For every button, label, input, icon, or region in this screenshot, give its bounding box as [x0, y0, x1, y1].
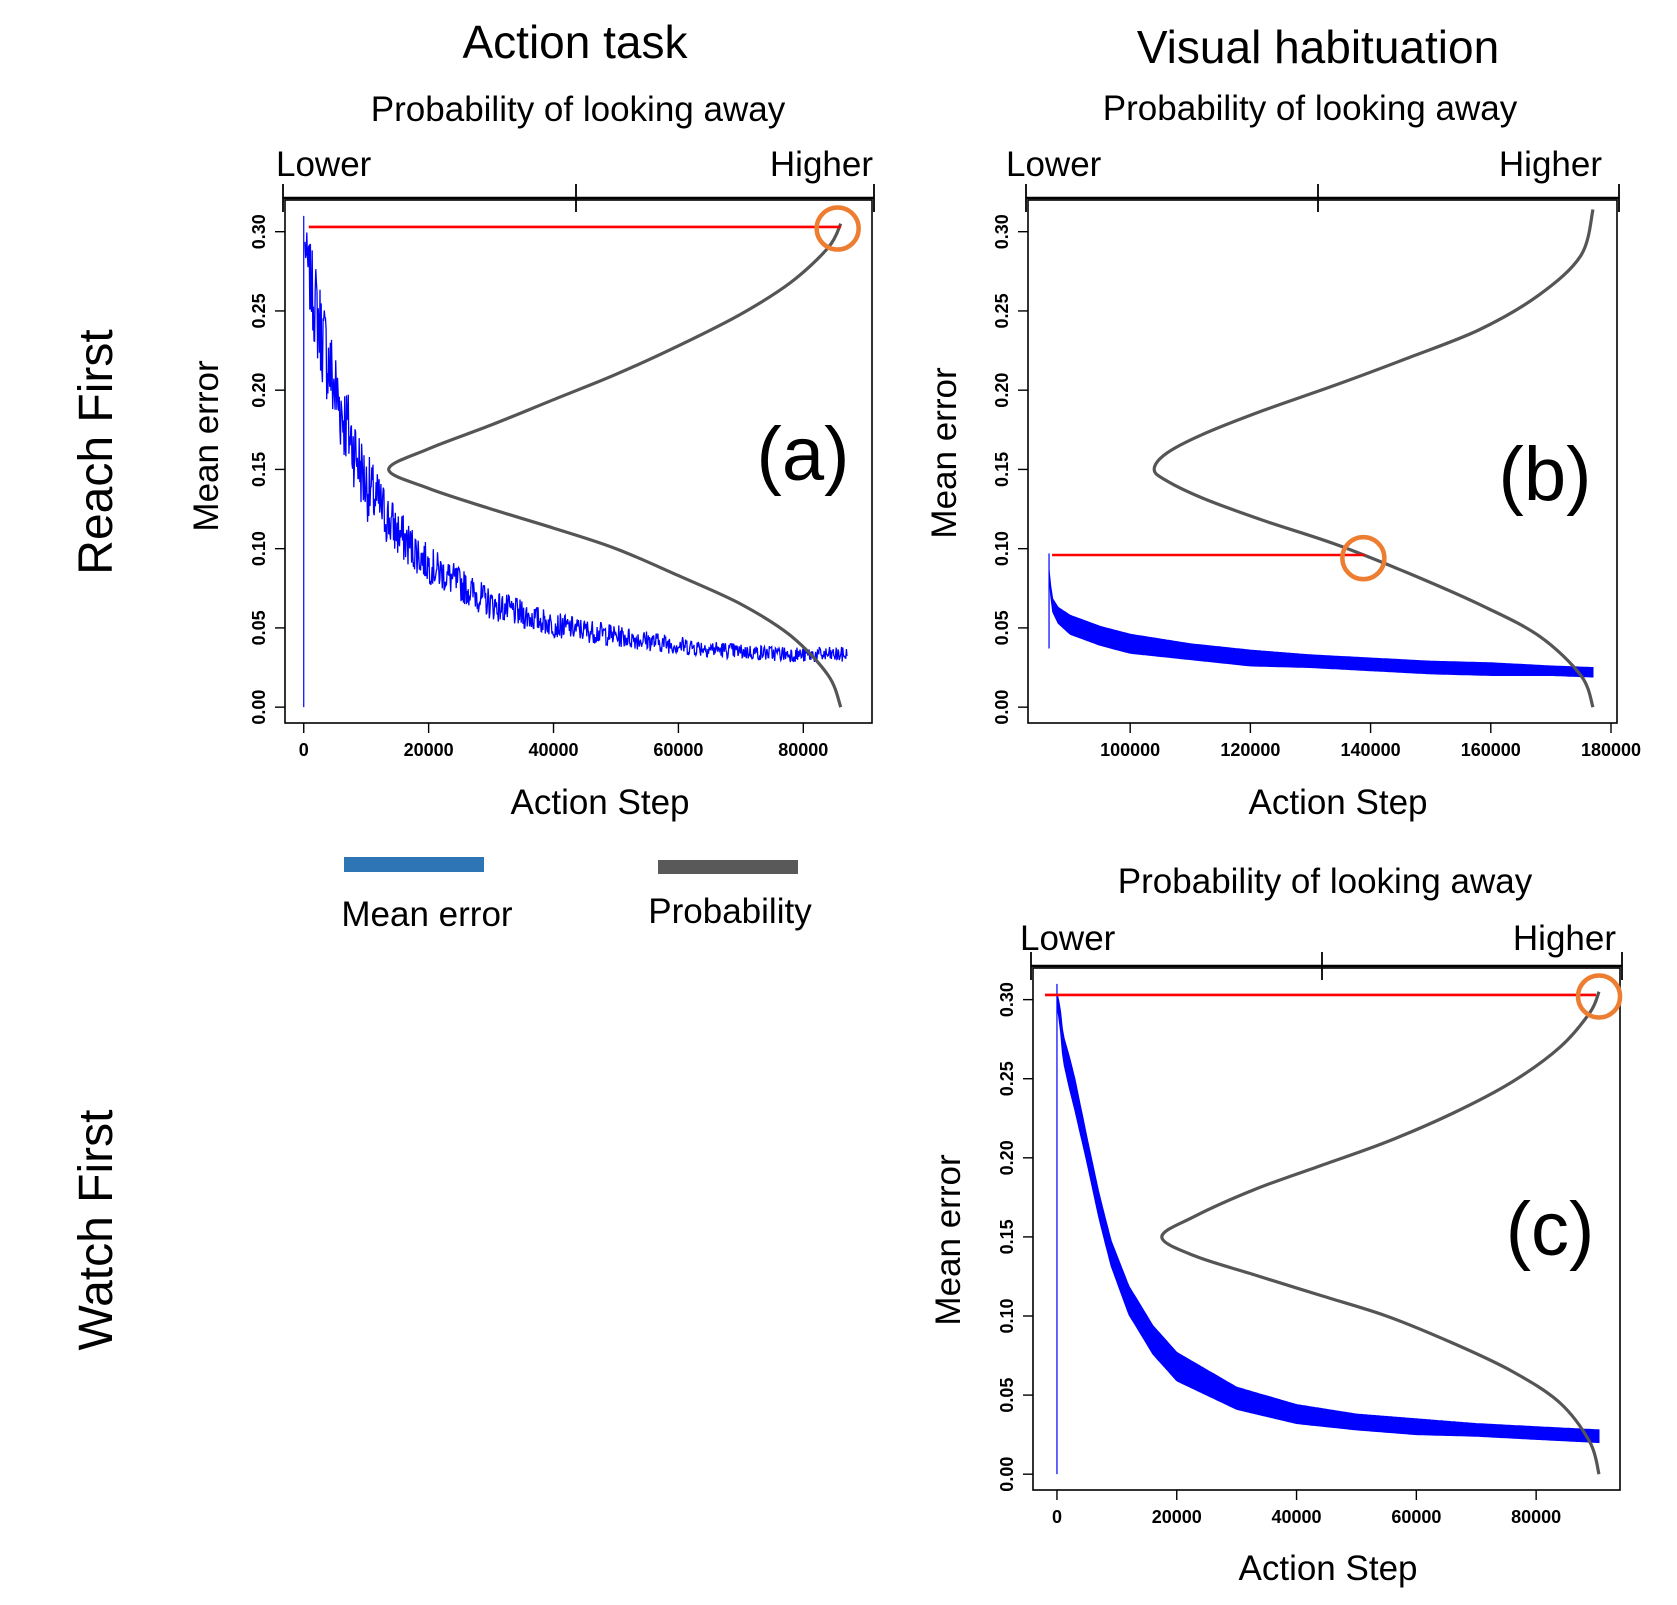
- y-tick-label: 0.15: [249, 452, 269, 487]
- probability-curve: [1160, 991, 1601, 1475]
- x-tick-label: 0: [299, 740, 309, 760]
- legend-label-mean-error: Mean error: [341, 895, 513, 934]
- column-title-visual-habituation: Visual habituation: [1137, 21, 1499, 73]
- x-tick-label: 0: [1052, 1507, 1062, 1527]
- chart-panel-c: Probability of looking away Lower Higher…: [929, 862, 1623, 1588]
- x-tick-label: 40000: [1272, 1507, 1322, 1527]
- prob-axis-higher-label: Higher: [1513, 919, 1616, 958]
- y-tick-label: 0.15: [997, 1219, 1017, 1254]
- y-tick-label: 0.00: [249, 690, 269, 725]
- y-tick-label: 0.15: [992, 452, 1012, 487]
- probability-curve: [387, 223, 843, 708]
- y-tick-label: 0.05: [249, 610, 269, 645]
- y-tick-label: 0.20: [992, 373, 1012, 408]
- x-tick-label: 40000: [528, 740, 578, 760]
- prob-axis-lower-label: Lower: [276, 145, 372, 184]
- legend-swatch-probability: [658, 860, 798, 874]
- y-axis-label: Mean error: [925, 367, 964, 539]
- column-title-action-task: Action task: [463, 16, 689, 68]
- panel-label: (c): [1506, 1187, 1595, 1272]
- x-tick-label: 20000: [404, 740, 454, 760]
- x-axis-label: Action Step: [1249, 783, 1428, 822]
- highlight-circle: [814, 205, 861, 252]
- y-tick-label: 0.20: [249, 373, 269, 408]
- x-tick-label: 160000: [1461, 740, 1521, 760]
- mean-error-band: [1056, 993, 1600, 1443]
- legend-label-probability: Probability: [648, 892, 812, 931]
- prob-axis-lower-label: Lower: [1006, 145, 1102, 184]
- prob-axis-title: Probability of looking away: [371, 90, 786, 129]
- plot-frame: [1032, 967, 1621, 1491]
- prob-axis-title: Probability of looking away: [1103, 89, 1518, 128]
- row-label-watch-first: Watch First: [70, 1110, 123, 1351]
- prob-axis-title: Probability of looking away: [1118, 862, 1533, 901]
- chart-panel-a: Probability of looking away Lower Higher…: [187, 90, 875, 822]
- y-tick-label: 0.30: [992, 214, 1012, 249]
- mean-error-band: [1048, 569, 1594, 678]
- y-tick-label: 0.25: [249, 293, 269, 328]
- panel-label: (a): [757, 412, 850, 497]
- y-tick-label: 0.25: [992, 293, 1012, 328]
- highlight-circle: [1340, 534, 1387, 582]
- y-tick-label: 0.05: [997, 1378, 1017, 1413]
- x-tick-label: 100000: [1100, 740, 1160, 760]
- prob-axis-lower-label: Lower: [1020, 919, 1116, 958]
- x-tick-label: 140000: [1341, 740, 1401, 760]
- x-tick-label: 60000: [653, 740, 703, 760]
- x-tick-label: 120000: [1220, 740, 1280, 760]
- y-tick-label: 0.10: [249, 531, 269, 566]
- x-axis-label: Action Step: [511, 783, 690, 822]
- x-tick-label: 180000: [1581, 740, 1641, 760]
- prob-axis-higher-label: Higher: [770, 145, 873, 184]
- y-tick-label: 0.00: [992, 690, 1012, 725]
- y-tick-label: 0.10: [992, 531, 1012, 566]
- y-tick-label: 0.30: [997, 982, 1017, 1017]
- plot-frame: [284, 199, 873, 724]
- y-tick-label: 0.05: [992, 610, 1012, 645]
- y-tick-label: 0.25: [997, 1061, 1017, 1096]
- x-axis-label: Action Step: [1239, 1549, 1418, 1588]
- y-tick-label: 0.30: [249, 214, 269, 249]
- x-tick-label: 80000: [778, 740, 828, 760]
- y-tick-label: 0.20: [997, 1140, 1017, 1175]
- legend-swatch-mean-error: [344, 857, 484, 872]
- mean-error-line: [304, 232, 848, 663]
- highlight-circle: [1575, 973, 1623, 1020]
- y-tick-label: 0.00: [997, 1457, 1017, 1492]
- y-tick-label: 0.10: [997, 1298, 1017, 1333]
- plot-frame: [1027, 199, 1618, 724]
- prob-axis-higher-label: Higher: [1499, 145, 1602, 184]
- y-axis-label: Mean error: [187, 360, 226, 532]
- chart-panel-b: Probability of looking away Lower Higher…: [925, 89, 1641, 822]
- probability-curve: [1152, 209, 1595, 708]
- x-tick-label: 80000: [1511, 1507, 1561, 1527]
- legend: Mean error Probability: [341, 857, 812, 934]
- row-label-reach-first: Reach First: [70, 329, 123, 574]
- x-tick-label: 60000: [1391, 1507, 1441, 1527]
- y-axis-label: Mean error: [929, 1154, 968, 1326]
- x-tick-label: 20000: [1152, 1507, 1202, 1527]
- panel-label: (b): [1499, 432, 1592, 517]
